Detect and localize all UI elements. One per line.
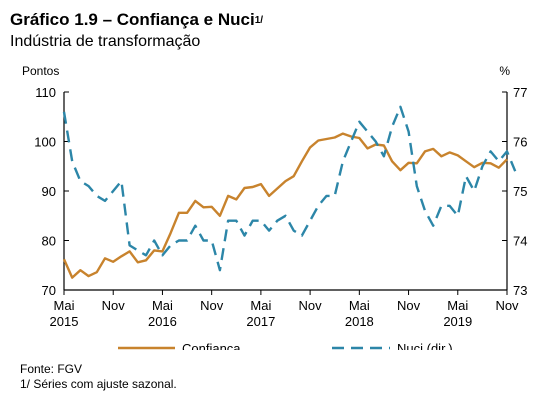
chart-title: Gráfico 1.9 – Confiança e Nuci1/ bbox=[10, 10, 264, 29]
y-axis-label-left: Pontos bbox=[22, 64, 59, 78]
footnote: 1/ Séries com ajuste sazonal. bbox=[20, 377, 177, 391]
x-tick-year-label: 2016 bbox=[148, 314, 177, 329]
y-tick-label-left: 70 bbox=[42, 283, 56, 298]
x-tick-year-label: 2017 bbox=[246, 314, 275, 329]
y-tick-label-right: 73 bbox=[513, 283, 527, 298]
chart-series bbox=[62, 105, 517, 279]
x-tick-year-label: 2018 bbox=[345, 314, 374, 329]
x-tick-label: Nov bbox=[200, 298, 224, 313]
x-tick-label: Nov bbox=[397, 298, 421, 313]
x-tick-year-label: 2015 bbox=[50, 314, 79, 329]
y-tick-label-right: 74 bbox=[513, 234, 527, 249]
chart-subtitle: Indústria de transformação bbox=[10, 33, 201, 50]
x-tick-label: Mai bbox=[447, 298, 468, 313]
x-tick-label: Nov bbox=[495, 298, 519, 313]
source-note: Fonte: FGV bbox=[20, 362, 83, 376]
chart-axes bbox=[63, 92, 508, 291]
y-tick-label-right: 75 bbox=[513, 184, 527, 199]
y-tick-label-left: 110 bbox=[35, 85, 56, 100]
legend-label-confianca: Confiança bbox=[182, 341, 241, 350]
legend-label-nuci: Nuci (dir.) bbox=[397, 341, 453, 350]
y-tick-label-right: 76 bbox=[513, 135, 527, 150]
line-chart: Pontos % 7080901001107374757677Mai2015No… bbox=[22, 64, 527, 350]
x-tick-year-label: 2019 bbox=[443, 314, 472, 329]
y-axis-label-right: % bbox=[499, 64, 510, 78]
y-tick-label-right: 77 bbox=[513, 85, 527, 100]
x-tick-label: Nov bbox=[102, 298, 126, 313]
y-tick-label-left: 100 bbox=[34, 135, 56, 150]
title-footnote-marker: 1/ bbox=[254, 15, 264, 26]
chart-legend: Confiança Nuci (dir.) bbox=[118, 341, 453, 350]
series-line-confianca bbox=[62, 132, 508, 279]
y-tick-label-left: 80 bbox=[42, 234, 56, 249]
x-tick-label: Mai bbox=[349, 298, 370, 313]
x-tick-label: Mai bbox=[54, 298, 75, 313]
y-tick-label-left: 90 bbox=[42, 184, 56, 199]
x-tick-label: Mai bbox=[152, 298, 173, 313]
x-tick-label: Nov bbox=[299, 298, 323, 313]
x-tick-label: Mai bbox=[250, 298, 271, 313]
series-line-nuci bbox=[62, 105, 517, 272]
